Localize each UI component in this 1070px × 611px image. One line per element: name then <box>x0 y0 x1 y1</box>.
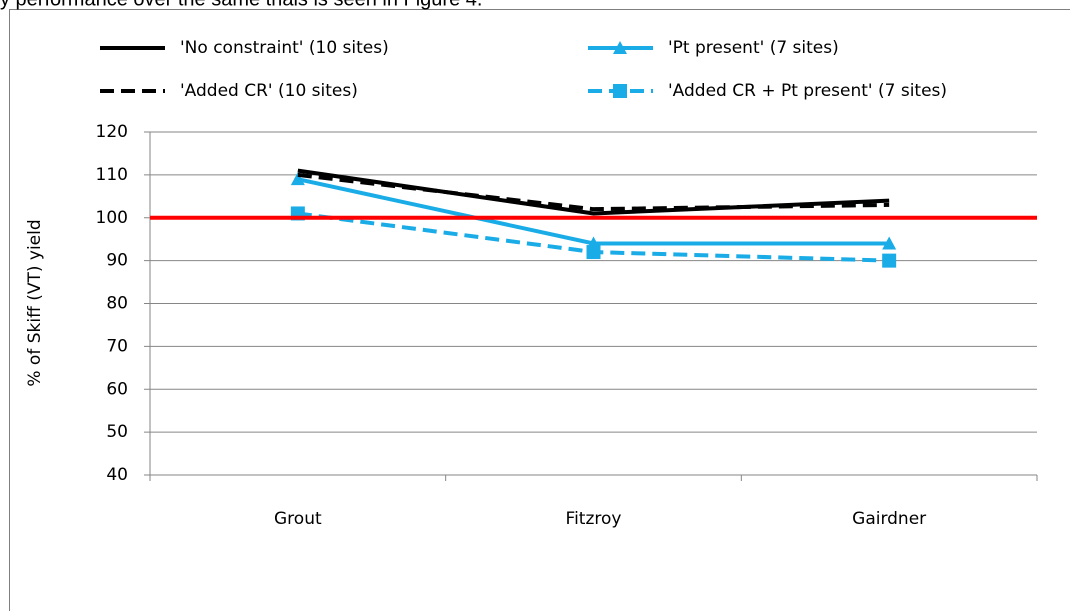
y-axis-label: % of Skiff (VT) yield <box>25 219 45 386</box>
y-tick-label: 40 <box>106 465 128 485</box>
series-line <box>297 177 890 246</box>
x-tick-label: Fitzroy <box>566 509 622 529</box>
marker <box>613 84 627 98</box>
series-line <box>297 172 890 212</box>
legend-label: 'Added CR' (10 sites) <box>180 81 358 101</box>
y-tick-label: 70 <box>106 336 128 356</box>
x-tick-label: Gairdner <box>852 509 926 529</box>
marker <box>882 236 897 250</box>
marker <box>613 41 627 54</box>
x-tick-label: Grout <box>274 509 322 529</box>
page-text: y performance over the same trials is se… <box>0 0 482 10</box>
y-tick-label: 50 <box>106 422 128 442</box>
y-tick-label: 90 <box>106 251 128 271</box>
y-tick-label: 120 <box>96 122 128 142</box>
legend-label: 'Pt present' (7 sites) <box>668 38 839 58</box>
y-tick-label: 60 <box>106 379 128 399</box>
legend-label: 'No constraint' (10 sites) <box>180 38 389 58</box>
marker <box>882 253 897 268</box>
marker <box>586 245 601 260</box>
y-tick-label: 80 <box>106 294 128 314</box>
y-tick-label: 100 <box>96 208 128 228</box>
y-tick-label: 110 <box>96 165 128 185</box>
legend-label: 'Added CR + Pt present' (7 sites) <box>668 81 947 101</box>
marker <box>290 172 305 186</box>
